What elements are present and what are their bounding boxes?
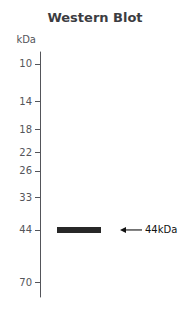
svg-text:22: 22 [19, 147, 32, 158]
svg-text:kDa: kDa [16, 34, 36, 45]
svg-text:26: 26 [19, 165, 32, 176]
svg-text:33: 33 [19, 192, 32, 203]
svg-text:10: 10 [19, 58, 32, 69]
svg-text:70: 70 [19, 277, 32, 288]
svg-text:44: 44 [19, 224, 32, 235]
svg-text:Western Blot: Western Blot [47, 10, 142, 25]
svg-text:14: 14 [19, 96, 32, 107]
svg-text:44kDa: 44kDa [145, 224, 177, 235]
svg-text:18: 18 [19, 124, 32, 135]
